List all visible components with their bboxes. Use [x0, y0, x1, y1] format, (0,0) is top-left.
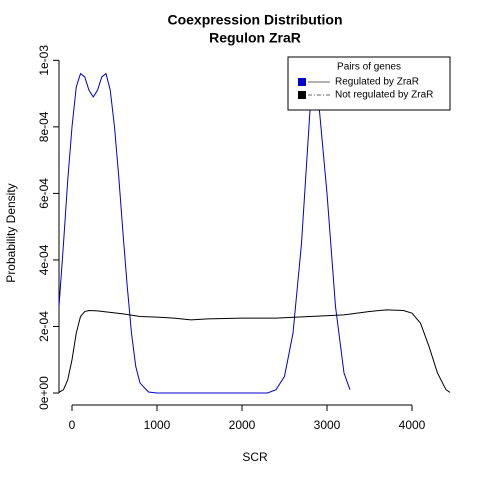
x-tick-label: 4000 — [399, 418, 426, 432]
legend-swatch — [298, 78, 306, 86]
x-axis-label: SCR — [242, 450, 268, 464]
y-tick-label: 2e-04 — [37, 311, 51, 342]
y-tick-label: 6e-04 — [37, 178, 51, 209]
x-tick-label: 2000 — [229, 418, 256, 432]
y-axis-label: Probability Density — [4, 183, 18, 282]
y-tick-label: 1e-03 — [37, 45, 51, 76]
legend-label: Regulated by ZraR — [335, 77, 419, 88]
legend-swatch — [298, 91, 306, 99]
legend-box — [287, 56, 451, 111]
y-tick-label: 8e-04 — [37, 111, 51, 142]
x-tick-label: 0 — [69, 418, 76, 432]
x-tick-label: 1000 — [144, 418, 171, 432]
legend-title: Pairs of genes — [337, 62, 401, 73]
legend-label: Not regulated by ZraR — [335, 90, 433, 101]
chart-subtitle: Regulon ZraR — [209, 30, 301, 46]
line-series — [58, 309, 451, 393]
y-tick-label: 0e+00 — [37, 376, 51, 410]
chart-title: Coexpression Distribution — [167, 12, 342, 28]
y-tick-label: 4e-04 — [37, 244, 51, 275]
x-tick-label: 3000 — [314, 418, 341, 432]
